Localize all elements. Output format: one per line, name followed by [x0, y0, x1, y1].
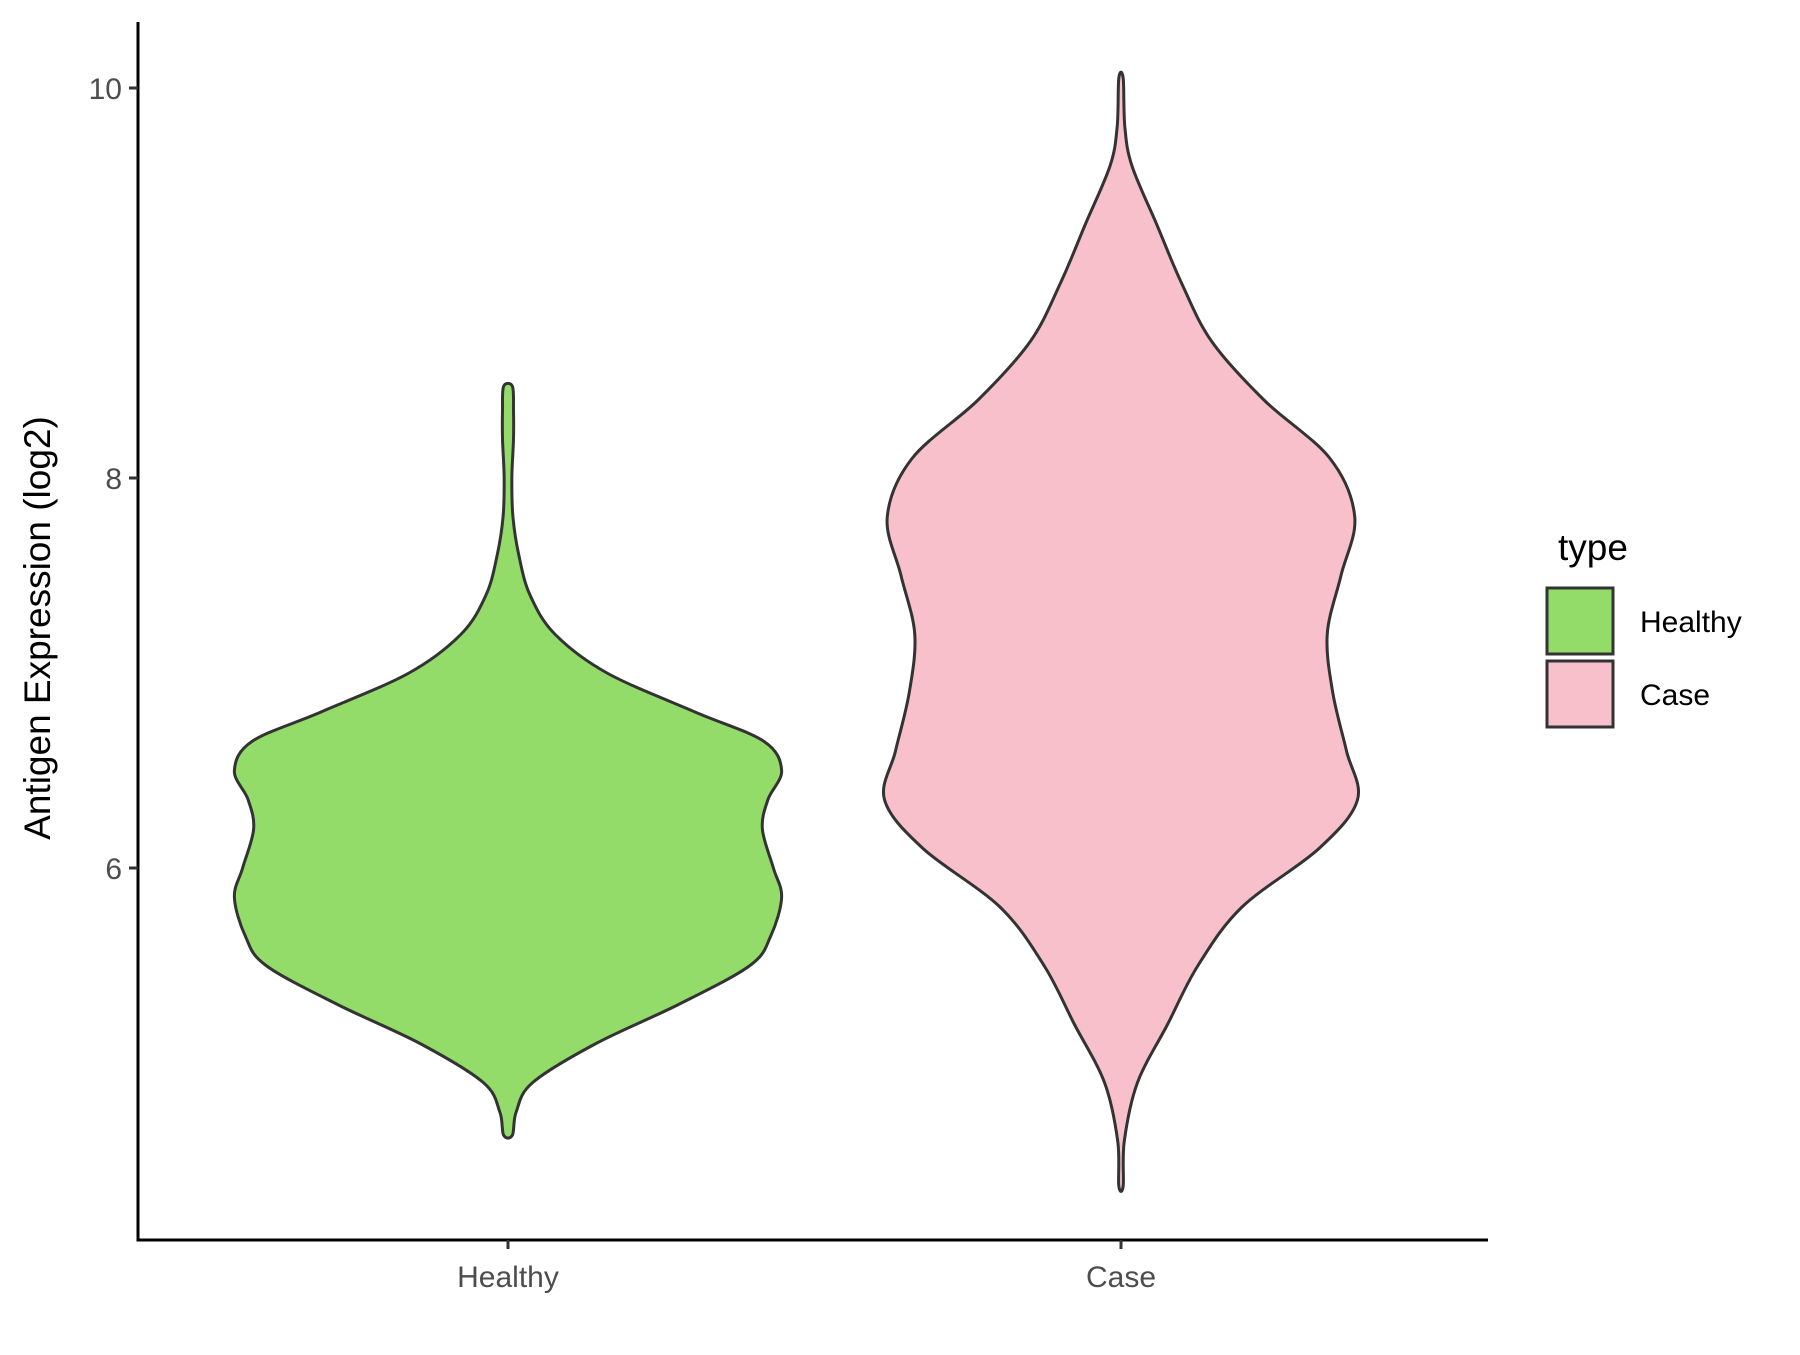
legend-swatch-healthy	[1545, 586, 1615, 656]
x-tick-label: Healthy	[457, 1261, 559, 1294]
y-tick-label: 6	[105, 853, 122, 886]
violin-layer	[232, 70, 1361, 1193]
violin-healthy	[232, 381, 784, 1140]
x-tick-label: Case	[1086, 1261, 1156, 1294]
axes-layer: 6 8 10 Healthy Case	[89, 22, 1488, 1294]
legend-label-case: Case	[1640, 679, 1710, 712]
y-axis-title: Antigen Expression (log2)	[17, 416, 58, 840]
legend-title: type	[1558, 527, 1628, 568]
y-tick-label: 8	[105, 463, 122, 496]
legend: type Healthy Case	[1545, 527, 1742, 729]
legend-label-healthy: Healthy	[1640, 606, 1742, 639]
violin-case	[881, 70, 1361, 1193]
y-tick-label: 10	[89, 73, 122, 106]
legend-swatch-case	[1545, 659, 1615, 729]
